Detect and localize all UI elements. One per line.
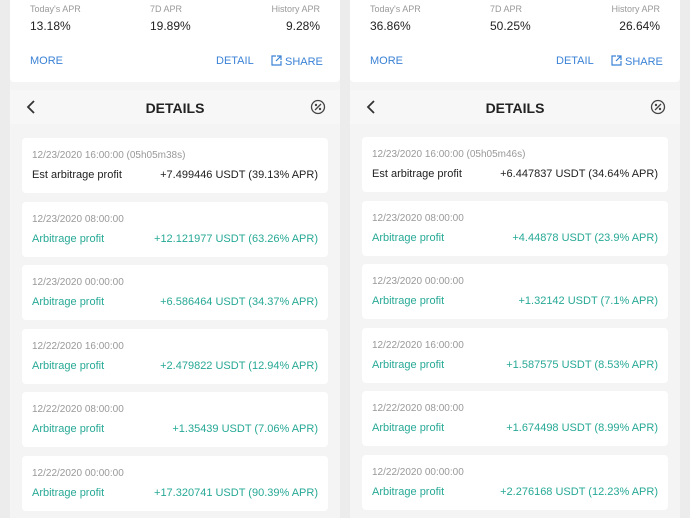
entry-label: Arbitrage profit [32, 359, 105, 372]
detail-button[interactable]: DETAIL [216, 55, 254, 67]
entry-amount: +1.32142 USDT (7.1% APR) [518, 295, 658, 307]
settings-icon[interactable] [310, 99, 326, 115]
entry-time: 12/23/2020 00:00:00 [372, 276, 464, 287]
entry-card: 12/22/2020 08:00:00 Arbitrage profit +1.67… [362, 391, 668, 446]
stat-value: 26.64% [619, 19, 660, 33]
back-button[interactable] [364, 100, 378, 114]
share-button[interactable]: SHARE [611, 55, 663, 68]
entry-amount: +6.586464 USDT (34.37% APR) [160, 296, 318, 308]
entry-time: 12/23/2020 16:00:00 (05h05m38s) [32, 150, 186, 161]
stat-value: 13.18% [30, 19, 71, 33]
share-label[interactable]: SHARE [285, 56, 323, 68]
back-button[interactable] [24, 100, 38, 114]
stat-label: History APR [611, 4, 660, 14]
entry-time: 12/22/2020 00:00:00 [32, 467, 124, 479]
entry-time: 12/23/2020 16:00:00 (05h05m46s) [372, 149, 526, 160]
stat-value: 36.86% [370, 19, 411, 33]
entry-amount: +12.121977 USDT (63.26% APR) [154, 232, 318, 245]
entry-amount: +7.499446 USDT (39.13% APR) [160, 169, 318, 181]
panel: Today's APR 13.18% 7D APR 19.89% History APR… [10, 0, 340, 518]
entry-card: 12/23/2020 16:00:00 (05h05m38s) Est arbit… [22, 138, 328, 193]
stat-label: Today's APR [370, 4, 421, 14]
stat-label: History APR [271, 4, 320, 14]
entry-card: 12/23/2020 08:00:00 Arbitrage profit +12.1… [22, 201, 328, 257]
stat-label: 7D APR [490, 4, 523, 14]
details-title: DETAILS [145, 100, 205, 116]
entry-card: 12/22/2020 16:00:00 Arbitrage profit +1.58… [362, 327, 668, 383]
apr-card: Today's APR 36.86% 7D APR 50.25% History APR… [350, 0, 680, 82]
entry-amount: +2.276168 USDT (12.23% APR) [500, 485, 658, 498]
entry-time: 12/22/2020 08:00:00 [372, 403, 464, 414]
entry-label: Arbitrage profit [32, 423, 105, 435]
details-header: DETAILS [350, 90, 680, 124]
entry-card: 12/23/2020 00:00:00 Arbitrage profit +6.58… [22, 265, 328, 320]
entry-amount: +1.35439 USDT (7.06% APR) [172, 423, 318, 435]
stat-value: 9.28% [285, 19, 320, 33]
entry-time: 12/22/2020 16:00:00 [32, 340, 124, 352]
entry-time: 12/23/2020 08:00:00 [372, 212, 464, 224]
stat-label: 7D APR [150, 4, 183, 14]
stat-value: 50.25% [490, 19, 531, 33]
entry-amount: +17.320741 USDT (90.39% APR) [154, 486, 318, 499]
entry-amount: +1.674498 USDT (8.99% APR) [506, 422, 658, 434]
entry-card: 12/23/2020 16:00:00 (05h05m46s) Est arbit… [362, 137, 668, 192]
entry-amount: +1.587575 USDT (8.53% APR) [506, 358, 658, 371]
stat-value: 19.89% [150, 19, 191, 33]
entry-label: Arbitrage profit [372, 295, 445, 307]
more-button[interactable]: MORE [370, 55, 403, 67]
entry-time: 12/23/2020 00:00:00 [32, 277, 124, 288]
entry-time: 12/22/2020 00:00:00 [372, 466, 464, 478]
stat-label: Today's APR [30, 4, 81, 14]
entry-label: Arbitrage profit [372, 422, 445, 434]
entry-label: Est arbitrage profit [372, 168, 462, 180]
entry-label: Arbitrage profit [32, 296, 105, 308]
panel: Today's APR 36.86% 7D APR 50.25% History APR… [350, 0, 680, 518]
details-header: DETAILS [10, 90, 340, 124]
entry-time: 12/22/2020 16:00:00 [372, 339, 464, 351]
share-button[interactable]: SHARE [271, 55, 323, 68]
entry-amount: +6.447837 USDT (34.64% APR) [500, 168, 658, 180]
entry-label: Arbitrage profit [32, 486, 105, 499]
apr-card: Today's APR 13.18% 7D APR 19.89% History APR… [10, 0, 340, 82]
settings-icon[interactable] [650, 99, 666, 115]
entry-label: Arbitrage profit [372, 358, 445, 371]
entry-amount: +2.479822 USDT (12.94% APR) [160, 359, 318, 372]
entry-card: 12/22/2020 00:00:00 Arbitrage profit +2.27… [362, 454, 668, 510]
entry-time: 12/22/2020 08:00:00 [32, 404, 124, 415]
entry-label: Arbitrage profit [372, 485, 445, 498]
details-title: DETAILS [485, 100, 545, 116]
entry-card: 12/22/2020 00:00:00 Arbitrage profit +17.3… [22, 455, 328, 511]
entry-amount: +4.44878 USDT (23.9% APR) [512, 231, 658, 244]
entry-label: Arbitrage profit [372, 231, 445, 244]
entry-card: 12/22/2020 08:00:00 Arbitrage profit +1.35… [22, 392, 328, 447]
entry-label: Est arbitrage profit [32, 169, 122, 181]
entry-card: 12/23/2020 00:00:00 Arbitrage profit +1.32… [362, 264, 668, 319]
entry-time: 12/23/2020 08:00:00 [32, 213, 124, 225]
share-label[interactable]: SHARE [625, 56, 663, 68]
entry-card: 12/22/2020 16:00:00 Arbitrage profit +2.47… [22, 328, 328, 384]
detail-button[interactable]: DETAIL [556, 55, 594, 67]
entry-card: 12/23/2020 08:00:00 Arbitrage profit +4.44… [362, 200, 668, 256]
more-button[interactable]: MORE [30, 55, 63, 67]
entry-label: Arbitrage profit [32, 232, 105, 245]
